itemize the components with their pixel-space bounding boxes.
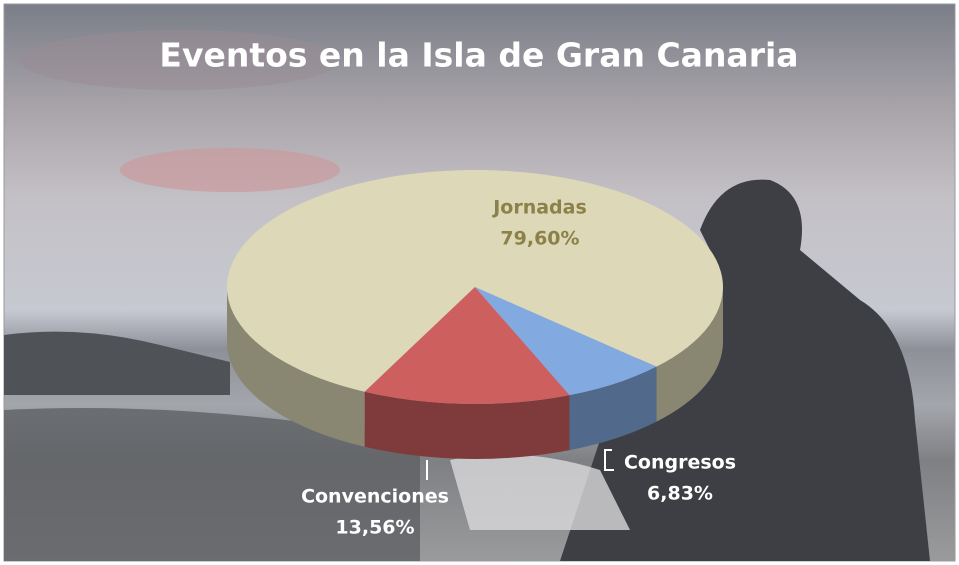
- value-label: 6,83%: [647, 483, 713, 505]
- chart-title: Eventos en la Isla de Gran Canaria: [159, 36, 798, 75]
- category-label: Convenciones: [301, 486, 449, 508]
- pie-slice-side: [656, 287, 723, 422]
- pie-slice-side: [569, 366, 657, 451]
- value-label: 79,60%: [500, 228, 579, 250]
- category-label: Jornadas: [491, 197, 587, 219]
- pie: [227, 170, 724, 460]
- pie-slice: [364, 287, 570, 404]
- pie-slice: [475, 287, 657, 396]
- pie-slice-side: [227, 287, 365, 447]
- category-label: Congresos: [624, 452, 736, 474]
- background: [3, 3, 956, 562]
- value-label: 13,56%: [335, 517, 414, 539]
- leader-line: [604, 449, 614, 471]
- pie-slice-side: [364, 391, 570, 460]
- pie-slice: [227, 170, 724, 392]
